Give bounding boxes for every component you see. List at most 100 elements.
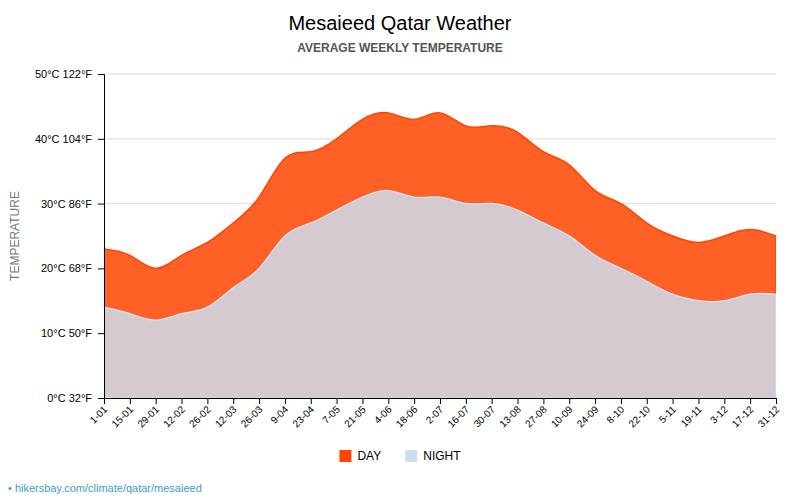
tick: 10-09 bbox=[549, 398, 575, 430]
tick-label: 3-12 bbox=[708, 403, 730, 425]
plot: 0°C 32°F 10°C 50°F 20°C 68°F 30°C 86°F 40°C … bbox=[35, 68, 782, 430]
legend-item: NIGHT bbox=[405, 449, 461, 463]
tick-label: 27-08 bbox=[523, 403, 549, 429]
tick-mark bbox=[98, 204, 104, 205]
tick-label: 2-07 bbox=[424, 403, 446, 425]
tick-mark bbox=[724, 398, 725, 404]
tick-mark bbox=[595, 398, 596, 404]
tick-mark bbox=[673, 398, 674, 404]
tick: 12-02 bbox=[161, 398, 187, 430]
tick-label: 10-09 bbox=[549, 403, 575, 429]
x-axis: 1-0115-0129-0112-0226-0212-0326-039-0423… bbox=[88, 398, 782, 430]
tick-mark bbox=[518, 398, 519, 404]
tick: 4-06 bbox=[372, 398, 394, 426]
tick-label: 12-02 bbox=[161, 403, 187, 429]
legend-swatch bbox=[405, 450, 417, 462]
tick: 20°C 68°F bbox=[41, 262, 104, 274]
tick-label: 10°C 50°F bbox=[41, 327, 92, 339]
tick-mark bbox=[259, 398, 260, 404]
tick: 15-01 bbox=[109, 398, 135, 430]
tick-label: 18-06 bbox=[394, 403, 420, 429]
tick: 13-08 bbox=[497, 398, 523, 430]
tick-mark bbox=[98, 139, 104, 140]
tick-mark bbox=[776, 398, 777, 404]
tick-label: 24-09 bbox=[575, 403, 601, 429]
grid bbox=[104, 74, 776, 398]
tick-mark bbox=[362, 398, 363, 404]
tick: 24-09 bbox=[575, 398, 601, 430]
tick-label: 20°C 68°F bbox=[41, 262, 92, 274]
axis-domain bbox=[98, 75, 105, 399]
tick-mark bbox=[104, 398, 105, 404]
tick-label: 23-04 bbox=[290, 403, 316, 429]
tick: 21-05 bbox=[342, 398, 368, 430]
tick: 0°C 32°F bbox=[47, 392, 104, 404]
tick: 22-10 bbox=[626, 398, 652, 430]
tick-mark bbox=[337, 398, 338, 404]
tick-label: 30°C 86°F bbox=[41, 198, 92, 210]
y-axis: 0°C 32°F 10°C 50°F 20°C 68°F 30°C 86°F 40°C … bbox=[35, 68, 105, 404]
tick-label: 0°C 32°F bbox=[47, 392, 92, 404]
tick: 30-07 bbox=[471, 398, 497, 430]
tick-label: 13-08 bbox=[497, 403, 523, 429]
tick: 7-05 bbox=[320, 398, 342, 426]
tick-mark bbox=[285, 398, 286, 404]
tick: 8-10 bbox=[604, 398, 626, 426]
tick-label: 21-05 bbox=[342, 403, 368, 429]
tick-mark bbox=[98, 333, 104, 334]
tick-mark bbox=[440, 398, 441, 404]
legend-label: DAY bbox=[357, 449, 381, 463]
tick-label: 4-06 bbox=[372, 403, 394, 425]
grid-line bbox=[104, 74, 776, 75]
tick: 23-04 bbox=[290, 398, 316, 430]
tick-label: 16-07 bbox=[445, 403, 471, 429]
annotation: • hikersbay.com/climate/qatar/mesaieed bbox=[8, 482, 202, 494]
tick: 18-06 bbox=[394, 398, 420, 430]
tick-mark bbox=[98, 398, 104, 399]
tick: 2-07 bbox=[424, 398, 446, 426]
tick-label: 5-11 bbox=[657, 403, 679, 425]
tick: 12-03 bbox=[213, 398, 239, 430]
legend-swatch bbox=[339, 450, 351, 462]
tick: 17-12 bbox=[730, 398, 756, 430]
tick: 26-03 bbox=[239, 398, 265, 430]
tick: 1-01 bbox=[88, 398, 110, 426]
area bbox=[104, 191, 776, 398]
tick: 40°C 104°F bbox=[35, 133, 104, 145]
tick-label: 17-12 bbox=[730, 403, 756, 429]
tick-mark bbox=[98, 268, 104, 269]
tick-label: 19-11 bbox=[679, 403, 705, 429]
tick-mark bbox=[414, 398, 415, 404]
tick-mark bbox=[182, 398, 183, 404]
tick: 19-11 bbox=[679, 398, 705, 429]
tick: 29-01 bbox=[135, 398, 161, 430]
tick-mark bbox=[207, 398, 208, 404]
tick-mark bbox=[492, 398, 493, 404]
title: Mesaieed Qatar Weather bbox=[288, 12, 511, 34]
tick: 26-02 bbox=[187, 398, 213, 430]
tick-mark bbox=[98, 74, 104, 75]
legend-label: NIGHT bbox=[423, 449, 461, 463]
tick-mark bbox=[130, 398, 131, 404]
tick-mark bbox=[750, 398, 751, 404]
legend: DAY NIGHT bbox=[339, 449, 461, 463]
tick-mark bbox=[466, 398, 467, 404]
tick: 3-12 bbox=[708, 398, 730, 426]
tick: 9-04 bbox=[268, 398, 290, 426]
tick-mark bbox=[698, 398, 699, 404]
tick-mark bbox=[621, 398, 622, 404]
tick-label: 31-12 bbox=[756, 403, 782, 429]
tick-label: 26-03 bbox=[239, 403, 265, 429]
tick-label: 30-07 bbox=[471, 403, 497, 429]
tick-label: 22-10 bbox=[626, 403, 652, 429]
tick-label: 50°C 122°F bbox=[35, 68, 92, 80]
chart: Mesaieed Qatar WeatherAVERAGE WEEKLY TEM… bbox=[0, 0, 800, 500]
marks bbox=[104, 112, 776, 398]
tick: 27-08 bbox=[523, 398, 549, 430]
tick: 50°C 122°F bbox=[35, 68, 104, 80]
tick: 5-11 bbox=[657, 398, 679, 425]
tick-mark bbox=[569, 398, 570, 404]
y-axis-title: TEMPERATURE bbox=[8, 191, 22, 281]
tick-label: 26-02 bbox=[187, 403, 213, 429]
tick-label: 7-05 bbox=[320, 403, 342, 425]
